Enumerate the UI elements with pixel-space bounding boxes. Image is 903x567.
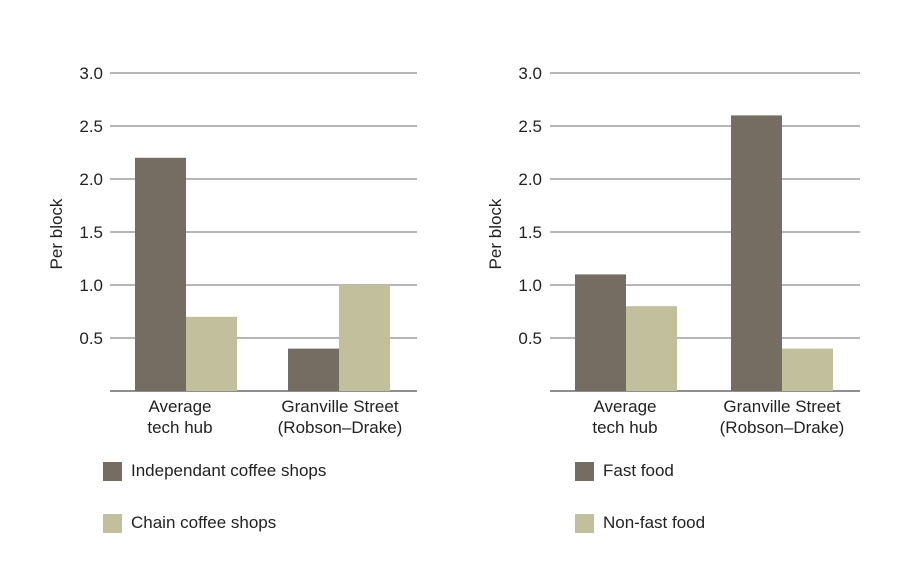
category-label: Granville Street xyxy=(723,397,840,416)
category-label: Average xyxy=(593,397,656,416)
category-label: tech hub xyxy=(147,418,212,437)
y-axis-label: Per block xyxy=(47,198,66,269)
y-tick-label: 3.0 xyxy=(79,64,103,83)
y-tick-label: 3.0 xyxy=(518,64,542,83)
chart-panel-2: 0.5 1.0 1.5 2.0 2.5 3.0 Per block Average tech h… xyxy=(486,64,860,533)
legend-swatch xyxy=(575,514,594,533)
bar-2-1 xyxy=(626,306,677,391)
y-axis-label: Per block xyxy=(486,198,505,269)
bar-1-2 xyxy=(288,348,339,391)
category-label: (Robson–Drake) xyxy=(720,418,845,437)
bar-2-2 xyxy=(339,285,390,391)
y-tick-label: 1.5 xyxy=(79,223,103,242)
legend-swatch xyxy=(103,462,122,481)
bar-2-1 xyxy=(186,316,237,391)
category-label: Granville Street xyxy=(281,397,398,416)
legend-label: Fast food xyxy=(603,461,674,480)
y-tick-label: 2.5 xyxy=(79,117,103,136)
y-tick-label: 0.5 xyxy=(79,329,103,348)
y-tick-label: 2.0 xyxy=(518,170,542,189)
legend-swatch xyxy=(103,514,122,533)
legend-swatch xyxy=(575,462,594,481)
category-label: tech hub xyxy=(592,418,657,437)
y-tick-label: 1.0 xyxy=(79,276,103,295)
bar-2-2 xyxy=(782,348,833,391)
y-tick-label: 2.5 xyxy=(518,117,542,136)
legend-label: Independant coffee shops xyxy=(131,461,326,480)
legend-label: Non-fast food xyxy=(603,513,705,532)
category-label: Average xyxy=(148,397,211,416)
bar-1-1 xyxy=(575,274,626,391)
y-tick-label: 2.0 xyxy=(79,170,103,189)
legend-label: Chain coffee shops xyxy=(131,513,276,532)
chart-panel-1: 0.5 1.0 1.5 2.0 2.5 3.0 Per block Average tech h… xyxy=(47,64,417,533)
y-tick-label: 0.5 xyxy=(518,329,542,348)
bar-1-1 xyxy=(135,157,186,391)
y-tick-label: 1.5 xyxy=(518,223,542,242)
y-tick-label: 1.0 xyxy=(518,276,542,295)
bar-1-2 xyxy=(731,115,782,392)
category-label: (Robson–Drake) xyxy=(278,418,403,437)
